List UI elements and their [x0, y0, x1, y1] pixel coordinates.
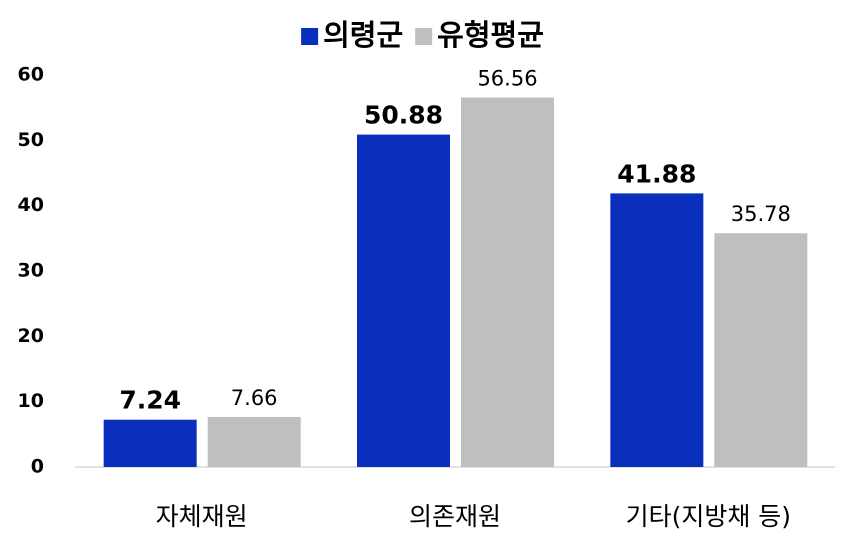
value-label: 50.88 — [364, 101, 443, 130]
value-label: 56.56 — [477, 66, 537, 90]
y-tick-label: 50 — [18, 129, 44, 151]
value-label: 35.78 — [731, 202, 791, 226]
y-tick-label: 0 — [31, 456, 44, 478]
bar — [103, 419, 197, 467]
y-tick-label: 20 — [18, 325, 44, 347]
legend-swatch — [301, 28, 319, 45]
value-label: 7.66 — [231, 386, 278, 410]
bar — [207, 416, 301, 467]
value-label: 41.88 — [617, 159, 696, 188]
legend-swatch — [415, 28, 433, 45]
y-tick-label: 30 — [18, 260, 44, 282]
legend-label: 의령군 — [323, 18, 403, 52]
value-label: 7.24 — [119, 386, 181, 415]
legend-label: 유형평균 — [437, 18, 544, 52]
x-tick-label: 기타(지방채 등) — [626, 502, 791, 531]
y-tick-label: 10 — [18, 390, 44, 412]
y-tick-label: 40 — [18, 194, 44, 216]
bar — [610, 193, 704, 467]
x-tick-label: 의존재원 — [409, 502, 501, 531]
bar — [461, 97, 554, 467]
bar — [714, 233, 808, 467]
bar — [357, 134, 450, 468]
y-tick-label: 60 — [18, 64, 44, 86]
x-tick-label: 자체재원 — [156, 502, 248, 531]
